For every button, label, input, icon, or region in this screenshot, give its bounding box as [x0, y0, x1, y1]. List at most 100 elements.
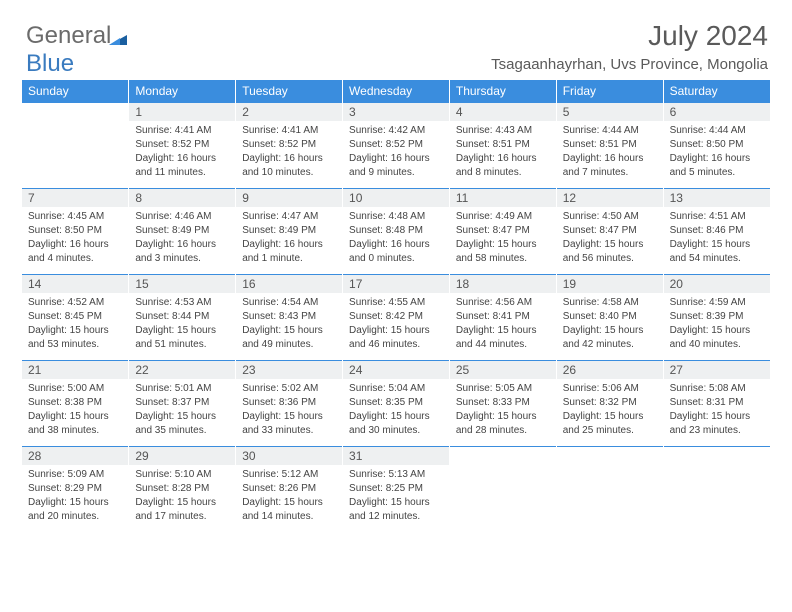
month-year-title: July 2024: [491, 20, 768, 52]
day-content-cell: Sunrise: 5:13 AMSunset: 8:25 PMDaylight:…: [343, 465, 450, 532]
daylight-text: Daylight: 15 hours and 40 minutes.: [670, 324, 764, 352]
daylight-text: Daylight: 15 hours and 56 minutes.: [563, 238, 657, 266]
day-content-row: Sunrise: 5:00 AMSunset: 8:38 PMDaylight:…: [22, 379, 770, 447]
daylight-text: Daylight: 15 hours and 58 minutes.: [456, 238, 550, 266]
daylight-text: Daylight: 16 hours and 0 minutes.: [349, 238, 443, 266]
day-number-cell: [663, 447, 770, 466]
sunrise-text: Sunrise: 5:10 AM: [135, 468, 229, 482]
calendar-body: 123456Sunrise: 4:41 AMSunset: 8:52 PMDay…: [22, 103, 770, 533]
day-number-cell: 20: [663, 275, 770, 294]
daylight-text: Daylight: 15 hours and 33 minutes.: [242, 410, 336, 438]
day-content-cell: Sunrise: 4:54 AMSunset: 8:43 PMDaylight:…: [236, 293, 343, 361]
sunset-text: Sunset: 8:26 PM: [242, 482, 336, 496]
day-number-cell: [556, 447, 663, 466]
sunrise-text: Sunrise: 5:04 AM: [349, 382, 443, 396]
sunset-text: Sunset: 8:52 PM: [135, 138, 229, 152]
dow-thursday: Thursday: [449, 80, 556, 103]
sunset-text: Sunset: 8:29 PM: [28, 482, 122, 496]
day-of-week-header-row: Sunday Monday Tuesday Wednesday Thursday…: [22, 80, 770, 103]
sunrise-text: Sunrise: 4:48 AM: [349, 210, 443, 224]
day-number-cell: 24: [343, 361, 450, 380]
sunset-text: Sunset: 8:47 PM: [563, 224, 657, 238]
day-content-cell: Sunrise: 4:47 AMSunset: 8:49 PMDaylight:…: [236, 207, 343, 275]
daylight-text: Daylight: 16 hours and 9 minutes.: [349, 152, 443, 180]
sunrise-text: Sunrise: 4:49 AM: [456, 210, 550, 224]
day-content-cell: Sunrise: 5:04 AMSunset: 8:35 PMDaylight:…: [343, 379, 450, 447]
daylight-text: Daylight: 15 hours and 44 minutes.: [456, 324, 550, 352]
day-content-cell: Sunrise: 4:45 AMSunset: 8:50 PMDaylight:…: [22, 207, 129, 275]
location-text: Tsagaanhayrhan, Uvs Province, Mongolia: [491, 56, 768, 73]
sunset-text: Sunset: 8:49 PM: [242, 224, 336, 238]
sunrise-text: Sunrise: 4:42 AM: [349, 124, 443, 138]
day-number-row: 21222324252627: [22, 361, 770, 380]
day-content-cell: Sunrise: 4:52 AMSunset: 8:45 PMDaylight:…: [22, 293, 129, 361]
sunrise-text: Sunrise: 4:46 AM: [135, 210, 229, 224]
day-number-row: 14151617181920: [22, 275, 770, 294]
daylight-text: Daylight: 15 hours and 12 minutes.: [349, 496, 443, 524]
calendar-table: Sunday Monday Tuesday Wednesday Thursday…: [22, 80, 770, 532]
sunrise-text: Sunrise: 4:44 AM: [670, 124, 764, 138]
day-content-cell: Sunrise: 4:58 AMSunset: 8:40 PMDaylight:…: [556, 293, 663, 361]
day-number-cell: 22: [129, 361, 236, 380]
day-number-cell: 11: [449, 189, 556, 208]
sunrise-text: Sunrise: 5:05 AM: [456, 382, 550, 396]
day-number-cell: 4: [449, 103, 556, 122]
daylight-text: Daylight: 15 hours and 53 minutes.: [28, 324, 122, 352]
sunset-text: Sunset: 8:43 PM: [242, 310, 336, 324]
day-number-cell: 15: [129, 275, 236, 294]
day-content-cell: [22, 121, 129, 189]
day-content-cell: Sunrise: 4:44 AMSunset: 8:50 PMDaylight:…: [663, 121, 770, 189]
daylight-text: Daylight: 15 hours and 30 minutes.: [349, 410, 443, 438]
day-content-cell: Sunrise: 5:06 AMSunset: 8:32 PMDaylight:…: [556, 379, 663, 447]
day-number-cell: 27: [663, 361, 770, 380]
day-number-cell: 3: [343, 103, 450, 122]
day-content-cell: Sunrise: 4:50 AMSunset: 8:47 PMDaylight:…: [556, 207, 663, 275]
day-content-cell: Sunrise: 5:09 AMSunset: 8:29 PMDaylight:…: [22, 465, 129, 532]
sunset-text: Sunset: 8:42 PM: [349, 310, 443, 324]
day-number-cell: 16: [236, 275, 343, 294]
day-content-cell: Sunrise: 5:00 AMSunset: 8:38 PMDaylight:…: [22, 379, 129, 447]
sunrise-text: Sunrise: 4:43 AM: [456, 124, 550, 138]
day-number-cell: 26: [556, 361, 663, 380]
daylight-text: Daylight: 16 hours and 1 minute.: [242, 238, 336, 266]
day-number-cell: 10: [343, 189, 450, 208]
sunset-text: Sunset: 8:47 PM: [456, 224, 550, 238]
daylight-text: Daylight: 15 hours and 54 minutes.: [670, 238, 764, 266]
day-content-cell: [663, 465, 770, 532]
daylight-text: Daylight: 16 hours and 4 minutes.: [28, 238, 122, 266]
logo-part2: Blue: [26, 50, 74, 77]
day-content-row: Sunrise: 4:52 AMSunset: 8:45 PMDaylight:…: [22, 293, 770, 361]
day-number-cell: 5: [556, 103, 663, 122]
sunset-text: Sunset: 8:44 PM: [135, 310, 229, 324]
sunrise-text: Sunrise: 5:00 AM: [28, 382, 122, 396]
day-content-cell: Sunrise: 5:02 AMSunset: 8:36 PMDaylight:…: [236, 379, 343, 447]
daylight-text: Daylight: 15 hours and 17 minutes.: [135, 496, 229, 524]
day-number-cell: 28: [22, 447, 129, 466]
day-number-cell: 29: [129, 447, 236, 466]
day-number-cell: 9: [236, 189, 343, 208]
daylight-text: Daylight: 16 hours and 8 minutes.: [456, 152, 550, 180]
day-content-cell: Sunrise: 4:41 AMSunset: 8:52 PMDaylight:…: [236, 121, 343, 189]
day-content-cell: Sunrise: 4:53 AMSunset: 8:44 PMDaylight:…: [129, 293, 236, 361]
day-number-cell: 1: [129, 103, 236, 122]
day-number-cell: 30: [236, 447, 343, 466]
day-number-row: 78910111213: [22, 189, 770, 208]
day-number-row: 28293031: [22, 447, 770, 466]
header-right: July 2024 Tsagaanhayrhan, Uvs Province, …: [491, 20, 768, 73]
day-content-cell: [556, 465, 663, 532]
sunrise-text: Sunrise: 4:44 AM: [563, 124, 657, 138]
sunrise-text: Sunrise: 4:54 AM: [242, 296, 336, 310]
sunrise-text: Sunrise: 4:58 AM: [563, 296, 657, 310]
sunrise-text: Sunrise: 5:13 AM: [349, 468, 443, 482]
day-content-cell: Sunrise: 5:08 AMSunset: 8:31 PMDaylight:…: [663, 379, 770, 447]
sunrise-text: Sunrise: 4:53 AM: [135, 296, 229, 310]
sunrise-text: Sunrise: 4:50 AM: [563, 210, 657, 224]
sunrise-text: Sunrise: 5:08 AM: [670, 382, 764, 396]
day-content-cell: Sunrise: 4:41 AMSunset: 8:52 PMDaylight:…: [129, 121, 236, 189]
daylight-text: Daylight: 16 hours and 7 minutes.: [563, 152, 657, 180]
daylight-text: Daylight: 15 hours and 42 minutes.: [563, 324, 657, 352]
dow-wednesday: Wednesday: [343, 80, 450, 103]
daylight-text: Daylight: 15 hours and 25 minutes.: [563, 410, 657, 438]
sunrise-text: Sunrise: 4:41 AM: [135, 124, 229, 138]
sunset-text: Sunset: 8:36 PM: [242, 396, 336, 410]
